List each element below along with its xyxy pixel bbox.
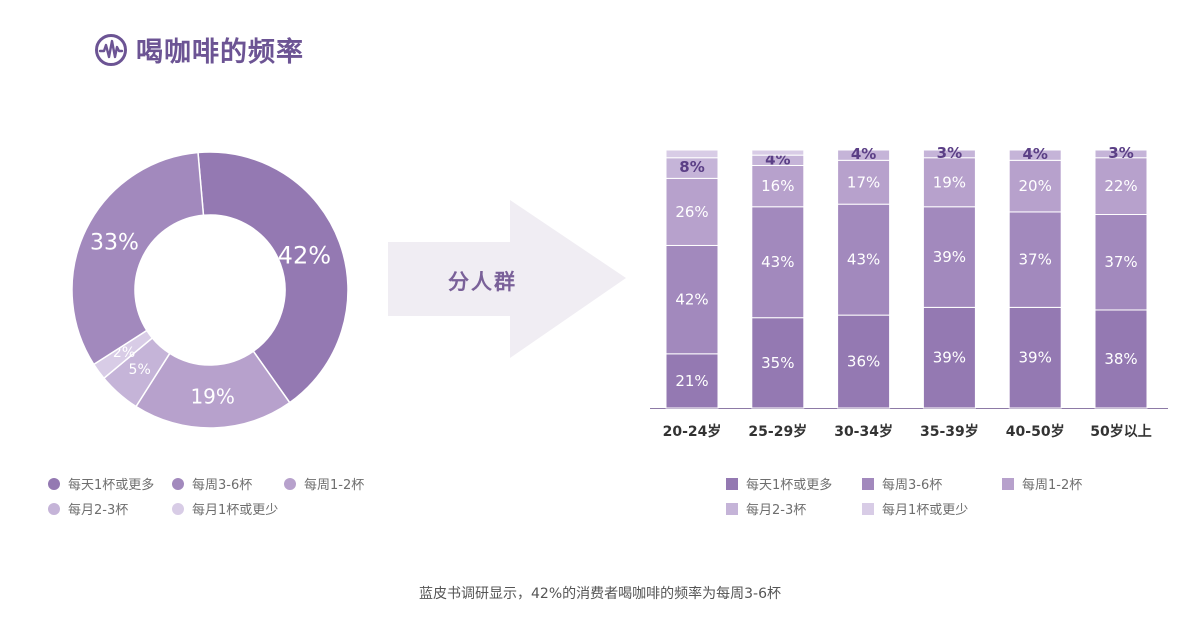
legend-item: 每周1-2杯 <box>1002 474 1122 493</box>
bar-segment-label: 38% <box>1104 350 1137 368</box>
bar-segment <box>922 306 976 409</box>
bar-segment <box>1094 149 1148 159</box>
bar-segment-label: 19% <box>933 173 966 191</box>
arrow-shape <box>388 200 626 358</box>
chart-header: 喝咖啡的频率 <box>94 30 304 69</box>
bar-segment <box>751 149 805 156</box>
donut-slice <box>71 151 205 366</box>
donut-slice-label: 42% <box>278 241 331 269</box>
legend-row: 每月2-3杯 每月1杯或更少 <box>726 499 1122 518</box>
bar-segment <box>922 157 976 208</box>
bar-segment-label: 3% <box>1108 144 1133 162</box>
bar-segment <box>837 314 891 409</box>
legend-swatch <box>726 477 738 490</box>
legend-swatch <box>172 502 184 515</box>
bar-segment <box>837 159 891 205</box>
bar-segment <box>1094 309 1148 409</box>
legend-swatch <box>862 502 874 515</box>
bar-segment <box>837 149 891 161</box>
bar-segment-label: 16% <box>761 177 794 195</box>
bar-segment-label: 26% <box>675 203 708 221</box>
legend-label: 每月1杯或更少 <box>192 503 279 518</box>
bar-segment-label: 21% <box>675 372 708 390</box>
bar-segment <box>1008 159 1062 213</box>
legend-label: 每周1-2杯 <box>1022 478 1083 493</box>
x-tick-label: 25-29岁 <box>748 423 807 440</box>
legend-item: 每月1杯或更少 <box>172 499 302 518</box>
legend-label: 每周3-6杯 <box>192 478 253 493</box>
legend-item: 每月2-3杯 <box>48 499 172 518</box>
bar-segment-label: 39% <box>933 349 966 367</box>
legend-label: 每月2-3杯 <box>746 503 807 518</box>
bar-segment <box>922 206 976 308</box>
legend-label: 每周1-2杯 <box>304 478 365 493</box>
x-tick-label: 30-34岁 <box>834 423 893 440</box>
stacked-bar-chart: 21% 42% 26% 8% 20-24岁 35% 43% 16% 4% 25-29岁 36% 43%… <box>650 144 1168 440</box>
legend-swatch <box>726 502 738 515</box>
bar-segment <box>1008 306 1062 409</box>
bar-segment-label: 4% <box>851 145 876 163</box>
bar-segment <box>837 203 891 316</box>
x-tick-label: 40-50岁 <box>1006 423 1065 440</box>
bar-segment <box>1008 149 1062 161</box>
legend-item: 每月1杯或更少 <box>862 499 1002 518</box>
bar-segment-label: 4% <box>1022 145 1047 163</box>
legend-item: 每周3-6杯 <box>172 474 284 493</box>
legend-item: 每月2-3杯 <box>726 499 862 518</box>
bar-segment-label: 3% <box>937 144 962 162</box>
x-tick-label: 20-24岁 <box>663 423 722 440</box>
legend-row: 每天1杯或更多 每周3-6杯 每周1-2杯 <box>48 474 394 493</box>
legend-item: 每天1杯或更多 <box>726 474 862 493</box>
legend-label: 每周3-6杯 <box>882 478 943 493</box>
legend-label: 每月1杯或更少 <box>882 503 969 518</box>
bar-legend: 每天1杯或更多 每周3-6杯 每周1-2杯每月2-3杯 每月1杯或更少 <box>726 474 1122 524</box>
bar-segment-label: 35% <box>761 354 794 372</box>
x-tick-label: 35-39岁 <box>920 423 979 440</box>
legend-row: 每天1杯或更多 每周3-6杯 每周1-2杯 <box>726 474 1122 493</box>
bar-segment <box>1094 157 1148 215</box>
bar-segment-label: 37% <box>1104 253 1137 271</box>
bar-segment-label: 37% <box>1019 251 1052 269</box>
legend-label: 每月2-3杯 <box>68 503 129 518</box>
bar-segment-label: 39% <box>933 248 966 266</box>
caption: 蓝皮书调研显示，42%的消费者喝咖啡的频率为每周3-6杯 <box>419 586 781 602</box>
legend-row: 每月2-3杯 每月1杯或更少 <box>48 499 394 518</box>
arrow-polygon <box>388 200 626 358</box>
donut-slice-label: 19% <box>190 384 234 408</box>
bar-segment-label: 17% <box>847 173 880 191</box>
legend-item: 每天1杯或更多 <box>48 474 172 493</box>
arrow-label: 分人群 <box>448 270 517 294</box>
donut-chart: 42%19%5%2%33% <box>71 151 349 429</box>
bar-segment <box>1094 214 1148 311</box>
bar-segment <box>751 164 805 208</box>
legend-label: 每天1杯或更多 <box>68 478 155 493</box>
legend-swatch <box>862 477 874 490</box>
bar-segment-label: 22% <box>1104 177 1137 195</box>
bar-segment-label: 43% <box>847 251 880 269</box>
legend-swatch <box>172 477 184 490</box>
bar-segment <box>665 149 719 159</box>
legend-item: 每周3-6杯 <box>862 474 1002 493</box>
legend-swatch <box>48 502 60 515</box>
donut-legend: 每天1杯或更多 每周3-6杯 每周1-2杯每月2-3杯 每月1杯或更少 <box>48 474 394 524</box>
donut-slice-label: 33% <box>90 230 139 255</box>
bar-segment-label: 42% <box>675 291 708 309</box>
legend-item: 每周1-2杯 <box>284 474 394 493</box>
pulse-circle-icon <box>95 33 127 66</box>
bar-segment-label: 20% <box>1019 177 1052 195</box>
donut-slice-label: 5% <box>129 362 151 378</box>
legend-swatch <box>48 477 60 490</box>
bar-segment-label: 39% <box>1019 349 1052 367</box>
bar-segment <box>922 149 976 159</box>
legend-label: 每天1杯或更多 <box>746 478 833 493</box>
bar-segment-label: 8% <box>679 158 704 176</box>
bar-segment-label: 43% <box>761 253 794 271</box>
x-tick-label: 50岁以上 <box>1090 423 1151 440</box>
bar-segment-label: 36% <box>847 353 880 371</box>
donut-slice <box>197 151 349 404</box>
page-title: 喝咖啡的频率 <box>136 37 304 68</box>
legend-swatch <box>284 477 296 490</box>
legend-swatch <box>1002 477 1014 490</box>
